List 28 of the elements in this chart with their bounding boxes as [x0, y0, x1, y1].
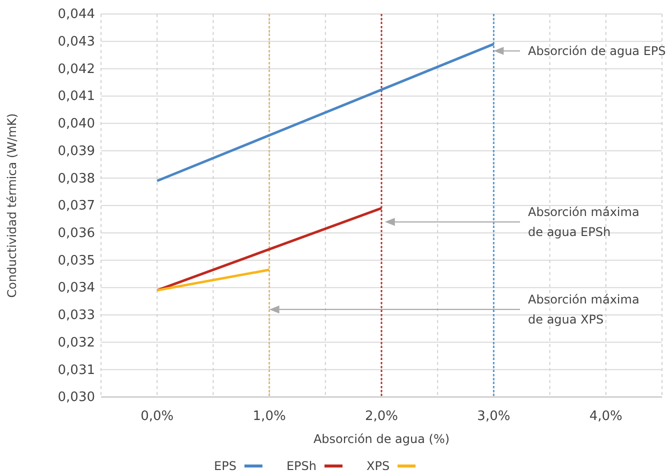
y-tick-label: 0,036: [58, 226, 95, 242]
y-tick-label: 0,031: [58, 362, 95, 378]
y-tick-label: 0,030: [58, 390, 95, 406]
y-tick-label: 0,037: [58, 198, 95, 214]
annotation: Absorción máxima de agua EPSh: [528, 204, 640, 239]
x-tick-label: 0,0%: [140, 409, 174, 424]
y-tick-label: 0,040: [58, 116, 95, 132]
y-tick-label: 0,035: [58, 253, 95, 268]
y-tick-label: 0,033: [58, 308, 95, 324]
x-tick-label: 2,0%: [364, 409, 398, 424]
x-tick-label: 3,0%: [477, 409, 510, 424]
annotation: Absorción de agua EPS: [528, 44, 666, 58]
y-tick-label: 0,039: [58, 144, 95, 159]
x-axis-title: Absorción de agua (%): [313, 432, 450, 446]
x-tick-label: 1,0%: [252, 409, 286, 424]
y-tick-label: 0,042: [58, 62, 95, 77]
y-tick-label: 0,038: [58, 171, 95, 186]
y-tick-label: 0,041: [58, 89, 95, 104]
y-axis-title: Conductividad térmica (W/mK): [5, 113, 19, 298]
y-tick-label: 0,032: [58, 335, 95, 350]
y-tick-label: 0,044: [58, 7, 95, 22]
legend-label: EPS: [214, 459, 236, 473]
annotation: Absorción máxima de agua XPS: [528, 292, 640, 326]
legend-label: EPSh: [286, 459, 316, 473]
y-tick-label: 0,043: [58, 34, 95, 50]
y-tick-label: 0,034: [58, 280, 95, 296]
x-tick-label: 4,0%: [589, 409, 622, 424]
legend-label: XPS: [366, 459, 390, 473]
